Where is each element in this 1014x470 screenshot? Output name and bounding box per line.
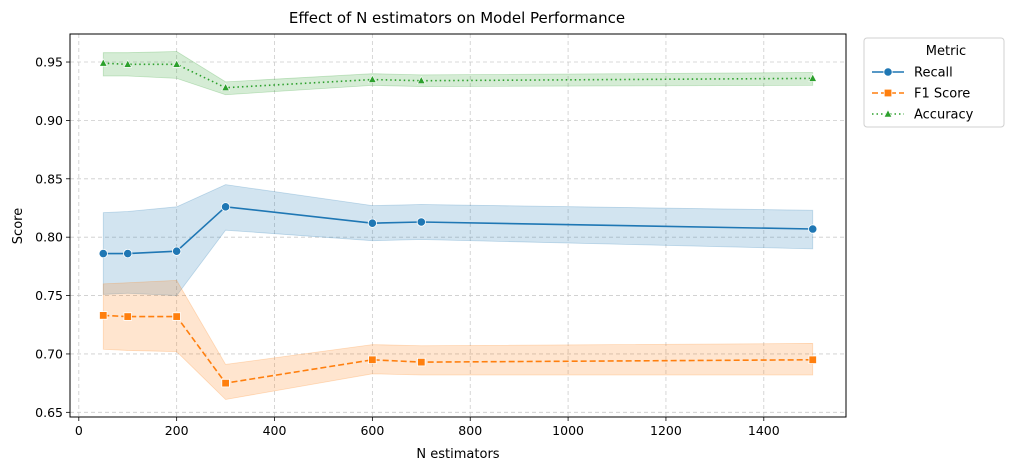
x-tick-label: 800: [458, 423, 482, 438]
f1-score-point: [123, 312, 132, 321]
accuracy-point: [98, 58, 108, 67]
legend-title: Metric: [926, 44, 966, 59]
grid: [70, 34, 846, 417]
x-tick-label: 200: [165, 423, 189, 438]
chart-title: Effect of N estimators on Model Performa…: [289, 9, 625, 27]
f1-score-point: [368, 355, 377, 364]
recall-point: [416, 217, 426, 227]
accuracy-point: [417, 75, 426, 85]
f1-score-point: [808, 355, 817, 364]
recall-point: [220, 202, 231, 212]
y-tick-label: 0.65: [35, 405, 63, 420]
series-markers: [98, 58, 818, 388]
legend-box: [863, 37, 1005, 128]
x-tick-label: 0: [75, 423, 83, 438]
legend: Metric Recall F1 Score Accuracy: [863, 37, 1005, 128]
legend-recall-marker: [883, 67, 893, 77]
f1-score-point: [172, 312, 181, 321]
legend-f1-score-marker: [883, 88, 893, 98]
y-tick-label: 0.80: [35, 230, 63, 245]
accuracy-point: [808, 73, 818, 82]
f1-score-point: [221, 378, 230, 388]
x-tick-label: 400: [263, 423, 287, 438]
y-axis-label: Score: [11, 208, 26, 244]
recall-point: [98, 248, 108, 259]
plot-area-frame: [69, 33, 847, 418]
f1-score-point: [99, 311, 108, 320]
legend-recall-label: Recall: [914, 66, 953, 81]
f1-score-point: [417, 357, 426, 367]
accuracy-confidence-band: [102, 51, 814, 96]
accuracy-point: [221, 82, 230, 92]
y-tick-label: 0.90: [35, 113, 63, 128]
accuracy-point: [123, 59, 133, 68]
accuracy-point: [172, 59, 181, 68]
x-tick-label: 1000: [552, 423, 584, 438]
f1-score-confidence-band: [102, 279, 814, 400]
x-tick-label: 1200: [650, 423, 682, 438]
y-tick-label: 0.75: [35, 288, 63, 303]
recall-confidence-band: [102, 184, 814, 296]
confidence-bands: [102, 51, 814, 400]
x-axis-label: N estimators: [416, 447, 499, 462]
recall-point: [172, 246, 182, 256]
recall-point: [367, 218, 377, 228]
recall-point: [808, 224, 818, 234]
legend-f1-score-label: F1 Score: [914, 87, 970, 102]
y-tick-label: 0.95: [35, 55, 63, 70]
legend-accuracy-label: Accuracy: [914, 108, 974, 123]
y-tick-label: 0.85: [35, 171, 63, 186]
x-tick-label: 1400: [748, 423, 780, 438]
recall-point: [123, 248, 133, 259]
axis-ticks: 0 200 400 600 800 1000 1200 1400 0.65 0.70 0.75 0.8…: [35, 55, 780, 438]
y-tick-label: 0.70: [35, 346, 63, 361]
accuracy-point: [368, 74, 377, 83]
legend-accuracy-marker: [883, 109, 893, 118]
x-tick-label: 600: [360, 423, 384, 438]
